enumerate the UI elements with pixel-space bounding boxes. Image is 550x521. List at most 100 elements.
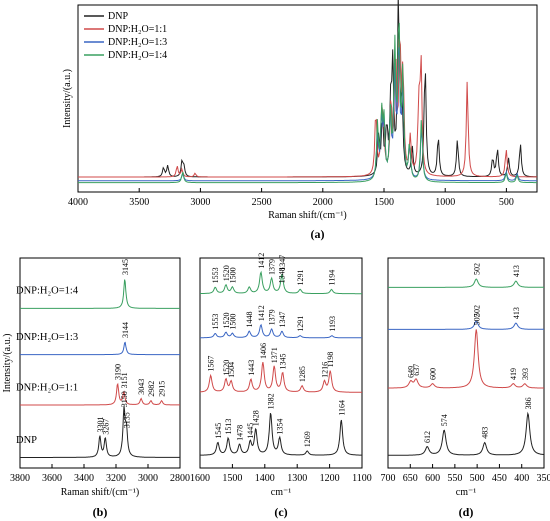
series-line [388, 278, 545, 288]
x-axis-label: cm⁻¹ [456, 487, 477, 498]
peak-label: 1412 [257, 305, 266, 321]
x-tick-label: 400 [514, 473, 529, 484]
peak-label: 1216 [320, 362, 329, 378]
peak-label: 1347 [278, 312, 287, 328]
panel-a: 4000 3500 3000 2500 2000 1500 1000 500 Raman shi… [62, 0, 538, 241]
x-tick-label: 2800 [170, 473, 190, 484]
series-line [388, 329, 545, 389]
peak-label: 413 [512, 265, 521, 277]
peak-label: 1445 [246, 423, 255, 439]
x-tick-label: 500 [470, 473, 485, 484]
peak-label: 1500 [228, 267, 237, 283]
series-line [78, 39, 537, 178]
plot-frame [199, 257, 363, 469]
legend-entry: DNP [108, 11, 128, 22]
x-tick-label: 1100 [352, 473, 372, 484]
peak-label: 502 [472, 305, 481, 317]
peak-label: 502 [472, 313, 481, 325]
peak-label: 1500 [228, 314, 237, 330]
x-tick-label: 450 [492, 473, 507, 484]
series-label: DNP:H₂O=1:3 [16, 332, 78, 343]
peak-label: 2982 [147, 381, 156, 397]
peak-label: 3150 [120, 391, 129, 407]
series-line [200, 323, 362, 339]
x-tick-label: 3500 [129, 197, 149, 208]
series-line [78, 22, 537, 184]
x-tick-label: 4000 [68, 197, 88, 208]
peak-label: 1348 [278, 267, 287, 283]
panel-label: (a) [311, 227, 325, 241]
legend: DNP DNP:H₂O=1:1 DNP:H₂O=1:3 DNP:H₂O=1:4 [84, 11, 167, 61]
peak-label: 649 [407, 366, 416, 378]
series-label: DNP [16, 435, 37, 446]
x-tick-label: 1400 [255, 473, 275, 484]
peak-label: 483 [481, 427, 490, 439]
x-tick-label: 650 [403, 473, 418, 484]
x-tick-label: 500 [499, 197, 514, 208]
series-line [199, 413, 362, 456]
x-tick-label: 550 [447, 473, 462, 484]
peak-label: 3135 [122, 412, 131, 428]
series-line [388, 411, 545, 456]
peak-label: 1428 [252, 410, 261, 426]
peak-label: 600 [429, 368, 438, 380]
x-tick-label: 1000 [435, 197, 455, 208]
peak-label: 3151 [120, 372, 129, 388]
peak-label: 1504 [227, 362, 236, 378]
plot-frame [77, 4, 538, 193]
x-tick-label: 1500 [374, 197, 394, 208]
peak-label: 1291 [296, 270, 305, 286]
panel-label: (d) [459, 505, 474, 519]
series-label: DNP:H₂O=1:4 [16, 286, 79, 297]
peak-label: 1567 [207, 356, 216, 372]
peak-label: 1545 [214, 423, 223, 439]
peak-label: 1291 [296, 316, 305, 332]
peak-label: 1406 [259, 343, 268, 359]
legend-entry: DNP:H₂O=1:4 [108, 50, 167, 61]
peak-label: 1194 [328, 270, 337, 286]
peak-label: 1443 [247, 360, 256, 376]
peak-label: 1371 [270, 347, 279, 363]
x-axis-label: cm⁻¹ [271, 487, 292, 498]
peak-label: 3145 [121, 259, 130, 275]
peak-label: 1379 [268, 259, 277, 275]
x-tick-label: 3600 [42, 473, 62, 484]
peak-label: 386 [524, 397, 533, 409]
peak-label: 1553 [211, 314, 220, 330]
peak-label: 1347 [278, 255, 287, 271]
peak-label: 1354 [276, 419, 285, 435]
legend-entry: DNP:H₂O=1:1 [108, 24, 167, 35]
peak-label: 3144 [121, 322, 130, 338]
peak-label: 1513 [224, 419, 233, 435]
x-axis-label: Raman shift/(cm⁻¹) [268, 210, 347, 221]
x-tick-label: 600 [425, 473, 440, 484]
x-tick-label: 1500 [222, 473, 242, 484]
series-label: DNP:H₂O=1:1 [16, 382, 78, 393]
peak-label: 1345 [279, 354, 288, 370]
y-axis-label: Intensity/(a.u.) [2, 334, 13, 393]
x-tick-label: 1200 [320, 473, 340, 484]
peak-label: 637 [412, 364, 421, 376]
x-tick-label: 3400 [74, 473, 94, 484]
peak-label: 3190 [114, 364, 123, 380]
x-tick-label: 1300 [287, 473, 307, 484]
series-line [200, 270, 362, 295]
x-tick-label: 3000 [190, 197, 210, 208]
x-tick-label: 350 [537, 473, 550, 484]
peak-label: 574 [440, 414, 449, 426]
y-axis-label: Intensity/(a.u.) [62, 69, 73, 128]
peak-label: 393 [521, 368, 530, 380]
peak-label: 1269 [303, 431, 312, 447]
series-line [20, 279, 180, 309]
series-line [20, 341, 180, 356]
peak-label: 413 [512, 307, 521, 319]
legend-entry: DNP:H₂O=1:3 [108, 37, 167, 48]
peak-label: 3043 [137, 379, 146, 395]
peak-label: 3301 [96, 417, 105, 433]
peak-label: 502 [472, 263, 481, 275]
peak-label: 419 [509, 368, 518, 380]
peak-label: 1412 [257, 253, 266, 269]
peak-label: 1379 [268, 309, 277, 325]
